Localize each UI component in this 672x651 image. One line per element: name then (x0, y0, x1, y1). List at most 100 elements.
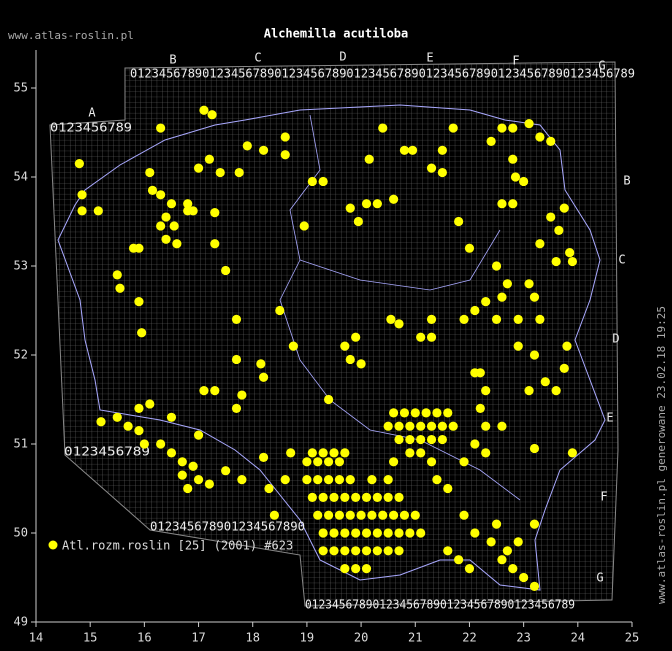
record-dot (394, 434, 404, 445)
record-dot (502, 279, 512, 289)
record-dot (237, 475, 247, 485)
record-dot (372, 492, 382, 502)
record-dot (329, 492, 339, 502)
record-dot (166, 412, 177, 422)
record-dot (513, 537, 523, 547)
record-dot (535, 132, 545, 142)
record-dot (481, 421, 491, 431)
record-dot (351, 564, 361, 574)
record-dot (513, 341, 523, 351)
record-dot (416, 434, 426, 445)
grid-letter: C (618, 253, 625, 267)
record-dot (258, 452, 269, 462)
record-dot (529, 443, 540, 454)
record-dot (353, 216, 363, 227)
record-dot (313, 475, 323, 485)
record-dot (172, 239, 182, 249)
record-dot (323, 475, 334, 485)
record-dot (286, 448, 296, 458)
record-dot (156, 439, 166, 449)
record-dot (394, 492, 404, 502)
record-dot (147, 185, 158, 195)
record-dot (242, 141, 252, 151)
record-dot (231, 314, 242, 324)
record-dot (210, 239, 220, 249)
record-dot (112, 412, 122, 422)
grid-letter: B (169, 53, 176, 67)
record-dot (508, 564, 518, 574)
record-dot (554, 225, 564, 235)
record-dot (535, 314, 545, 324)
record-dot (405, 448, 415, 458)
record-dot (426, 314, 437, 324)
record-dot (340, 564, 350, 574)
record-dot (323, 457, 334, 467)
record-dot (470, 439, 480, 449)
record-dot (221, 466, 231, 476)
record-dot (134, 243, 144, 253)
record-dot (437, 434, 447, 445)
digit-row: 0123456789 (50, 121, 132, 135)
record-dot (340, 492, 350, 502)
record-dot (258, 145, 269, 155)
record-dot (356, 359, 366, 369)
record-dot (551, 386, 561, 396)
record-dot (302, 475, 312, 485)
record-dot (161, 234, 171, 244)
record-dot (394, 319, 404, 329)
record-dot (565, 248, 575, 258)
record-dot (134, 426, 144, 436)
chart-title: Alchemilla acutiloba (264, 27, 409, 41)
record-dot (508, 123, 518, 133)
record-dot (491, 314, 502, 324)
digit-row: 0123456789012345678901234567890123456789… (130, 67, 635, 81)
record-dot (169, 221, 179, 231)
record-dot (199, 386, 209, 396)
record-dot (470, 305, 480, 316)
record-dot (183, 483, 193, 494)
record-dot (386, 314, 396, 324)
record-dot (497, 199, 507, 209)
record-dot (323, 510, 334, 520)
record-dot (351, 528, 361, 538)
record-dot (156, 190, 166, 200)
record-dot (410, 510, 420, 520)
record-dot (177, 457, 187, 467)
record-dot (345, 203, 355, 213)
record-dot (264, 483, 274, 494)
record-dot (93, 206, 103, 216)
record-dot (426, 163, 437, 173)
record-dot (372, 199, 382, 209)
grid-letter: F (600, 490, 607, 504)
record-dot (524, 119, 534, 129)
record-dot (389, 510, 399, 520)
record-dot (188, 461, 198, 471)
record-dot (351, 332, 361, 342)
country-border (57, 104, 606, 591)
record-dot (221, 265, 231, 276)
x-tick-label: 23 (516, 631, 530, 645)
record-dot (372, 528, 382, 538)
record-dot (437, 145, 447, 155)
record-dot (443, 483, 453, 494)
record-dot (443, 546, 453, 556)
record-dot (361, 492, 372, 502)
record-dot (204, 479, 214, 489)
record-dot (313, 457, 323, 467)
record-dot (280, 132, 290, 142)
record-dot (307, 448, 317, 458)
record-dot (389, 457, 399, 467)
x-tick-label: 16 (137, 631, 151, 645)
record-dot (486, 537, 496, 547)
record-dot (183, 206, 193, 216)
record-dot (307, 176, 317, 187)
record-dot (166, 448, 177, 458)
grid-letter: E (606, 411, 613, 425)
record-dot (540, 377, 550, 387)
grid-letter: C (254, 51, 261, 65)
record-dot (437, 167, 447, 178)
record-dot (497, 421, 507, 431)
record-dot (383, 492, 393, 502)
record-dot (524, 279, 534, 289)
